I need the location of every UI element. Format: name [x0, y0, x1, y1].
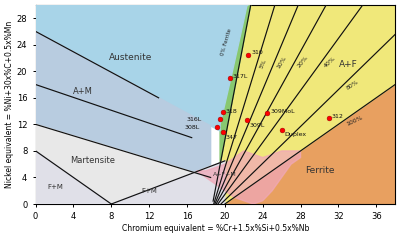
Polygon shape	[36, 124, 225, 204]
Text: 0% Ferrite: 0% Ferrite	[220, 28, 232, 56]
Polygon shape	[36, 151, 111, 204]
Text: 318: 318	[226, 109, 238, 114]
Text: 20%: 20%	[296, 55, 309, 69]
Text: 347: 347	[226, 135, 238, 140]
Polygon shape	[36, 31, 211, 178]
Text: 80%: 80%	[345, 79, 360, 91]
X-axis label: Chromium equivalent = %Cr+1.5x%Si+0.5x%Nb: Chromium equivalent = %Cr+1.5x%Si+0.5x%N…	[122, 224, 309, 233]
Text: 312: 312	[332, 114, 344, 119]
Text: Martensite: Martensite	[70, 156, 115, 165]
Text: 5%: 5%	[259, 58, 268, 69]
Text: A+F: A+F	[338, 60, 357, 69]
Text: Ferrite: Ferrite	[305, 166, 334, 175]
Polygon shape	[220, 5, 251, 165]
Text: A+M: A+M	[73, 87, 93, 96]
Polygon shape	[211, 5, 395, 204]
Text: 310: 310	[251, 50, 263, 55]
Polygon shape	[225, 5, 395, 204]
Text: 100%: 100%	[346, 114, 364, 126]
Text: F+M: F+M	[141, 188, 157, 194]
Polygon shape	[196, 151, 300, 204]
Text: Duplex: Duplex	[284, 133, 306, 138]
Text: Austenite: Austenite	[108, 54, 152, 62]
Text: 317L: 317L	[232, 74, 248, 79]
Text: A+F+M: A+F+M	[213, 172, 237, 177]
Text: 40%: 40%	[323, 56, 336, 69]
Text: F+M: F+M	[47, 184, 63, 190]
Text: 316L: 316L	[187, 117, 202, 122]
Polygon shape	[36, 5, 248, 131]
Text: 309L: 309L	[250, 123, 265, 128]
Y-axis label: Nickel equivalent = %Ni+30x%C+0.5x%Mn: Nickel equivalent = %Ni+30x%C+0.5x%Mn	[5, 21, 14, 188]
Text: 309MoL: 309MoL	[270, 109, 295, 114]
Text: 10%: 10%	[276, 55, 288, 69]
Text: 308L: 308L	[184, 125, 199, 130]
Polygon shape	[111, 161, 225, 204]
